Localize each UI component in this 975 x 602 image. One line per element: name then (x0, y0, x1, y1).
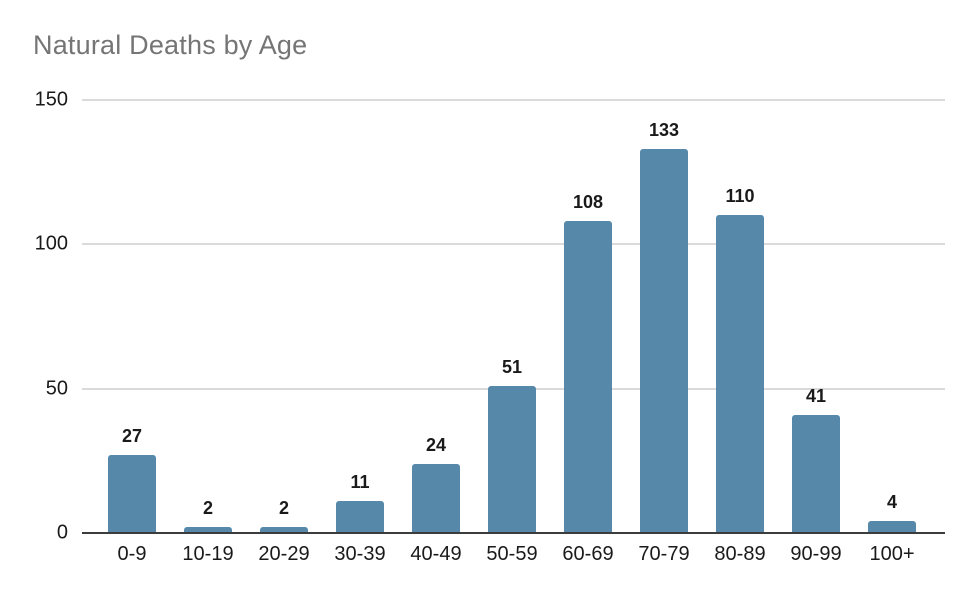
y-tick-label: 0 (56, 521, 68, 544)
bar (792, 414, 840, 533)
bar-value-label: 24 (425, 434, 447, 455)
gridline (82, 99, 945, 101)
bar-value-label: 110 (725, 186, 755, 207)
bar-slot: 2 (246, 100, 322, 533)
bar-slot: 133 (626, 100, 702, 533)
x-tick-label: 20-29 (258, 543, 310, 565)
y-tick-label: 50 (45, 377, 68, 400)
bar-slot: 41 (778, 100, 854, 533)
bar-value-label: 11 (350, 472, 370, 493)
x-tick-label: 90-99 (790, 543, 842, 565)
bar-slot: 51 (474, 100, 550, 533)
x-tick-label: 100+ (869, 543, 915, 565)
x-axis-line (82, 532, 945, 534)
bar (260, 527, 308, 533)
x-axis-labels: 0-9 10-19 20-29 30-39 40-49 50-59 60-69 70-79 80… (94, 543, 930, 566)
bar (488, 385, 536, 533)
gridline (82, 243, 945, 246)
bar-value-label: 27 (121, 426, 143, 447)
x-tick-label: 40-49 (410, 543, 462, 565)
x-tick-label: 60-69 (562, 543, 614, 565)
x-tick-label: 30-39 (334, 543, 386, 565)
x-tick-label: 0-9 (117, 543, 147, 565)
chart-title: Natural Deaths by Age (33, 30, 308, 60)
x-tick-label: 10-19 (182, 543, 234, 565)
bar (868, 521, 916, 533)
bar-slot: 4 (854, 100, 930, 533)
x-tick-label: 80-89 (714, 543, 766, 565)
bar-slot: 108 (550, 100, 626, 533)
bar (412, 463, 460, 533)
bar-value-label: 108 (572, 192, 604, 213)
bar (336, 501, 384, 533)
bar-value-label: 4 (886, 492, 897, 513)
bar-slot: 27 (94, 100, 170, 533)
y-tick-label: 100 (34, 232, 68, 255)
bar-slot: 2 (170, 100, 246, 533)
bar-value-label: 41 (805, 385, 827, 406)
plot-area: 27 2 2 11 24 51 108 133 110 41 4 (82, 99, 945, 534)
bar (184, 527, 232, 533)
bars-container: 27 2 2 11 24 51 108 133 110 41 4 (94, 100, 930, 533)
x-tick-label: 50-59 (486, 543, 538, 565)
bar-value-label: 2 (202, 498, 213, 519)
y-axis-labels: 0 50 100 150 (0, 89, 68, 544)
bar-value-label: 51 (501, 356, 523, 377)
bar-slot: 11 (322, 100, 398, 533)
bar-value-label: 133 (648, 120, 680, 141)
bar (108, 455, 156, 533)
bar (640, 149, 688, 533)
y-tick-label: 150 (34, 88, 68, 111)
bar-value-label: 2 (278, 498, 289, 519)
bar (564, 221, 612, 533)
bar (716, 215, 764, 533)
bar-slot: 24 (398, 100, 474, 533)
bar-slot: 110 (702, 100, 778, 533)
x-tick-label: 70-79 (638, 543, 690, 565)
